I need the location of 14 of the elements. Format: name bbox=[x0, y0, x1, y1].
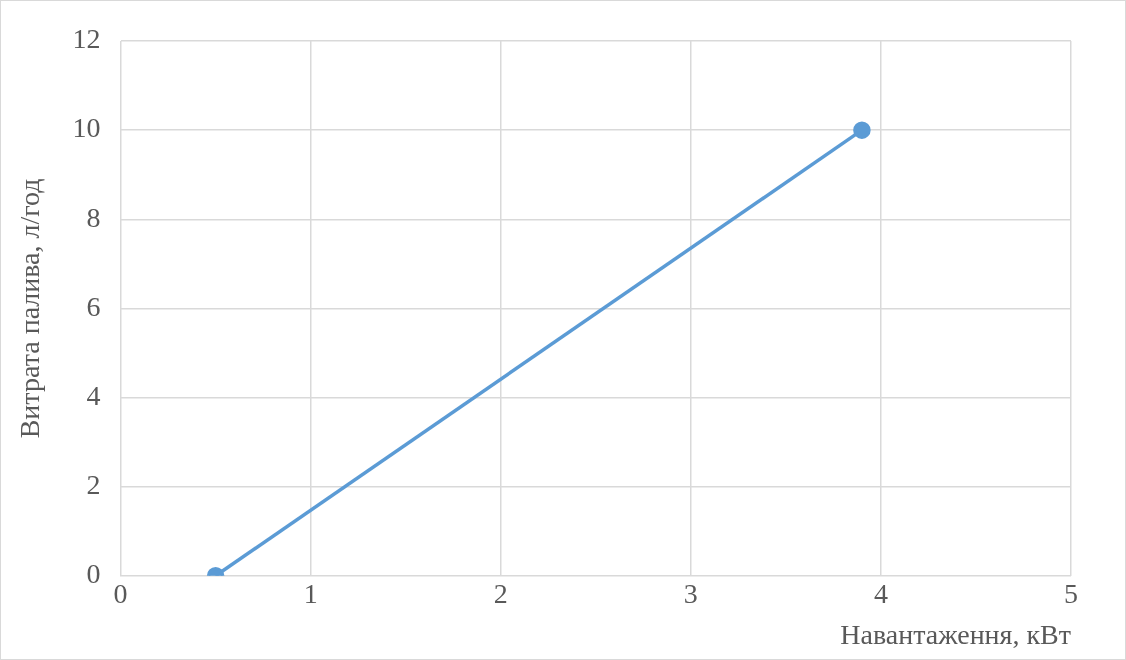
y-tick-label: 6 bbox=[86, 290, 101, 322]
y-tick-label: 2 bbox=[86, 469, 101, 501]
x-axis-title: Навантаження, кВт bbox=[840, 618, 1071, 650]
x-tick-label: 0 bbox=[113, 577, 128, 609]
y-axis-title: Витрата палива, л/год bbox=[14, 178, 46, 439]
y-tick-label: 10 bbox=[72, 112, 101, 144]
x-tick-label: 4 bbox=[873, 577, 888, 609]
x-tick-label: 3 bbox=[683, 577, 698, 609]
y-tick-label: 12 bbox=[72, 23, 101, 55]
x-tick-label: 2 bbox=[493, 577, 508, 609]
x-tick-label: 5 bbox=[1064, 577, 1078, 609]
y-tick-label: 8 bbox=[86, 201, 101, 233]
y-tick-label: 4 bbox=[86, 379, 101, 411]
x-tick-label: 1 bbox=[303, 577, 318, 609]
